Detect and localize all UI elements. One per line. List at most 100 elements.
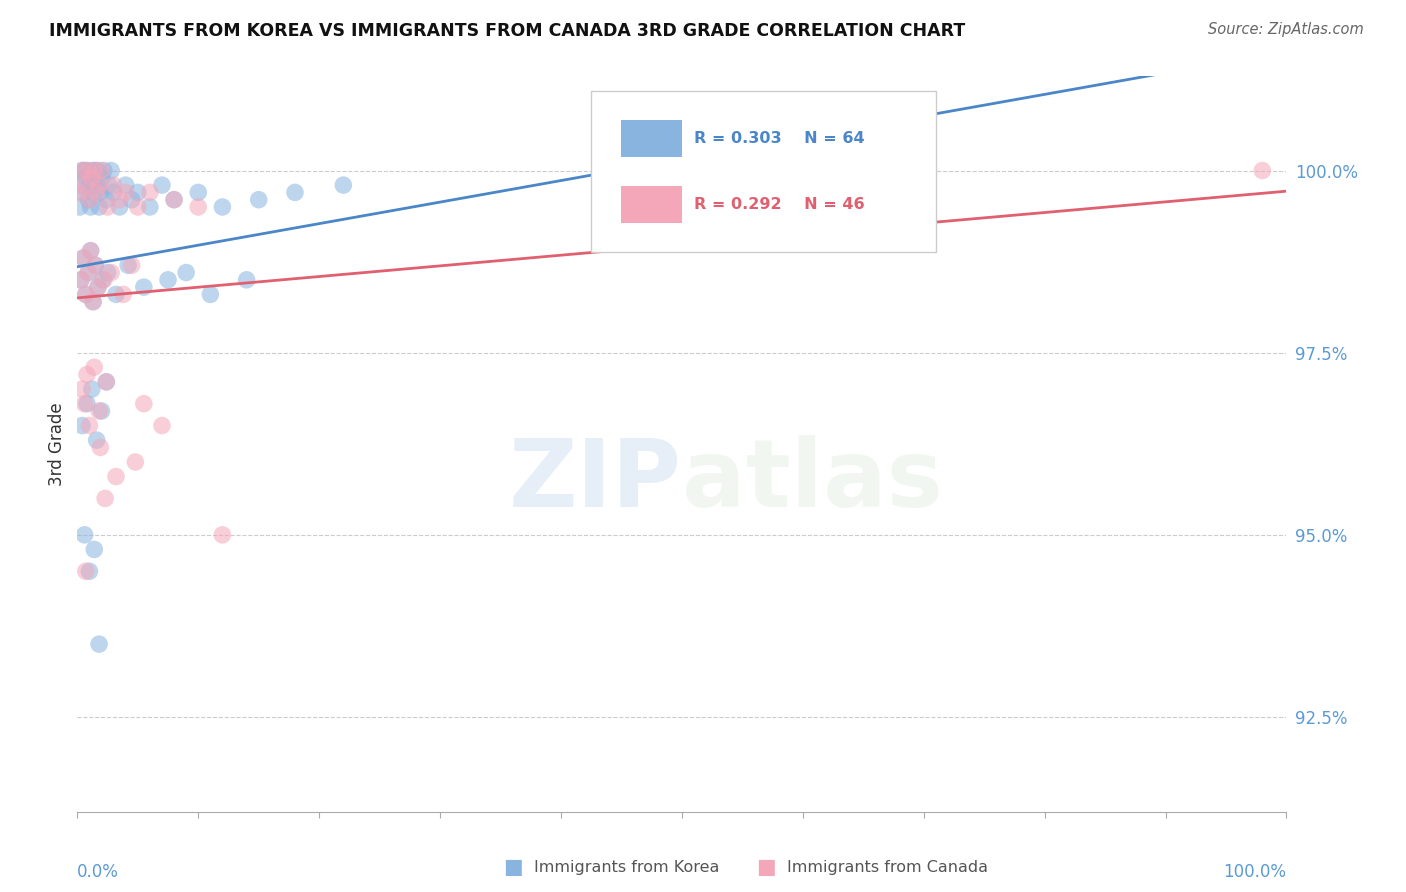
Text: 0.0%: 0.0% (77, 863, 120, 881)
Text: ■: ■ (503, 857, 523, 877)
Point (139, 186, 162, 200)
Text: R = 0.303    N = 64: R = 0.303 N = 64 (695, 131, 865, 146)
Point (105, 287, 128, 301)
Text: Immigrants from Canada: Immigrants from Canada (787, 860, 988, 874)
Point (80, 170, 103, 185)
Point (80, 382, 103, 396)
Point (127, 200, 149, 214)
Point (86, 433, 108, 447)
Point (211, 528, 233, 542)
Point (108, 200, 131, 214)
Point (87, 280, 110, 294)
Point (1251, 163, 1274, 178)
Point (93, 163, 115, 178)
Point (97, 178, 120, 193)
Point (90, 170, 112, 185)
Point (70, 273, 93, 287)
Point (77, 266, 100, 280)
Point (79, 178, 101, 193)
Point (70, 163, 93, 178)
Text: ZIP: ZIP (509, 434, 682, 526)
Point (157, 273, 180, 287)
Point (247, 193, 270, 207)
Point (79, 564, 101, 578)
Point (87, 280, 110, 294)
Point (112, 287, 135, 301)
Point (87, 200, 110, 214)
Point (69, 186, 91, 200)
Point (75, 287, 97, 301)
Point (211, 200, 233, 214)
Text: Source: ZipAtlas.com: Source: ZipAtlas.com (1208, 22, 1364, 37)
Point (80, 163, 103, 178)
Point (121, 258, 143, 272)
FancyBboxPatch shape (592, 90, 936, 252)
Point (83, 170, 105, 185)
Point (84, 258, 107, 272)
Point (114, 186, 136, 200)
Point (73, 397, 96, 411)
Point (87, 404, 110, 418)
Point (332, 178, 354, 193)
Point (73, 178, 96, 193)
Point (70, 273, 93, 287)
Point (83, 163, 105, 178)
Point (89, 186, 111, 200)
Point (77, 266, 100, 280)
Point (132, 280, 155, 294)
Y-axis label: 3rd Grade: 3rd Grade (48, 402, 66, 485)
Point (105, 469, 128, 483)
Point (139, 200, 162, 214)
Point (150, 418, 173, 433)
Point (187, 186, 209, 200)
Point (70, 418, 93, 433)
Point (89, 441, 111, 455)
Point (82, 294, 104, 309)
Point (93, 273, 115, 287)
Point (84, 258, 107, 272)
Point (96, 200, 118, 214)
Point (124, 455, 146, 469)
Point (69, 200, 91, 214)
Point (73, 163, 96, 178)
Point (187, 200, 209, 214)
Point (174, 266, 197, 280)
Bar (621, 186, 682, 223)
Point (87, 637, 110, 651)
Point (150, 178, 173, 193)
Point (70, 382, 93, 396)
Point (79, 244, 101, 258)
Point (76, 368, 98, 382)
Point (108, 193, 131, 207)
Point (90, 163, 112, 178)
Point (75, 170, 97, 185)
Point (79, 244, 101, 258)
Point (103, 186, 125, 200)
Point (100, 163, 122, 178)
Point (72, 186, 94, 200)
Text: IMMIGRANTS FROM KOREA VS IMMIGRANTS FROM CANADA 3RD GRADE CORRELATION CHART: IMMIGRANTS FROM KOREA VS IMMIGRANTS FROM… (49, 22, 966, 40)
Point (76, 163, 98, 178)
Point (96, 193, 118, 207)
Point (87, 163, 110, 178)
Point (86, 178, 108, 193)
Point (94, 491, 117, 506)
Point (72, 251, 94, 265)
Text: Immigrants from Korea: Immigrants from Korea (534, 860, 720, 874)
Point (70, 178, 93, 193)
Point (77, 193, 100, 207)
Point (76, 397, 98, 411)
Point (70, 163, 93, 178)
Point (84, 163, 107, 178)
Point (100, 266, 122, 280)
Point (235, 273, 257, 287)
Text: 100.0%: 100.0% (1223, 863, 1286, 881)
Point (76, 163, 98, 178)
Point (79, 200, 101, 214)
Point (83, 360, 105, 375)
Point (73, 528, 96, 542)
Point (284, 186, 307, 200)
Point (79, 418, 101, 433)
Point (852, 163, 875, 178)
Point (90, 404, 112, 418)
